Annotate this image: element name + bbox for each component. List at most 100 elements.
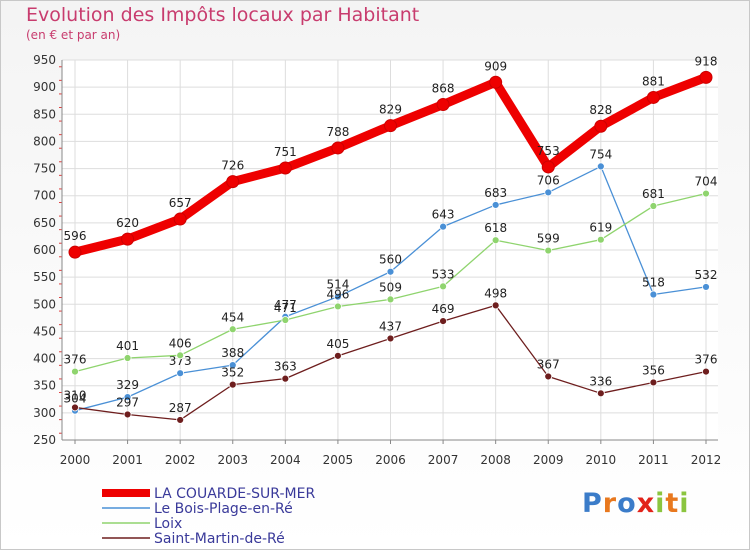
data-point-saint-martin-de-r: [334, 351, 342, 360]
data-point-le-bois-plage-en-r: [491, 201, 500, 209]
data-label-loix: 533: [432, 267, 455, 281]
data-label-loix: 681: [642, 187, 665, 201]
data-point-le-bois-plage-en-r: [176, 369, 185, 378]
data-label-la-couarde-sur-mer: 828: [589, 103, 612, 117]
data-point-la-couarde-sur-mer: [699, 70, 713, 84]
x-tick-label: 2008: [480, 453, 511, 467]
data-point-loix: [228, 325, 237, 334]
data-point-la-couarde-sur-mer: [541, 160, 555, 174]
data-point-le-bois-plage-en-r: [702, 283, 710, 291]
brand-letter: i: [655, 488, 666, 519]
data-point-saint-martin-de-r: [702, 367, 710, 376]
data-label-le-bois-plage-en-r: 683: [484, 186, 507, 200]
brand-letter: x: [636, 488, 656, 519]
data-label-saint-martin-de-r: 310: [64, 388, 87, 402]
data-label-le-bois-plage-en-r: 706: [537, 173, 560, 187]
data-label-la-couarde-sur-mer: 829: [379, 103, 402, 117]
data-point-la-couarde-sur-mer: [173, 212, 187, 226]
y-tick-label: 750: [33, 162, 56, 176]
y-tick-label: 350: [33, 379, 56, 393]
data-label-le-bois-plage-en-r: 514: [326, 278, 349, 292]
data-point-loix: [649, 202, 658, 210]
x-tick-label: 2000: [60, 453, 91, 467]
data-point-loix: [334, 302, 342, 311]
data-point-loix: [596, 235, 605, 244]
data-label-saint-martin-de-r: 498: [484, 286, 507, 300]
data-label-le-bois-plage-en-r: 329: [116, 378, 139, 392]
data-point-saint-martin-de-r: [649, 378, 658, 387]
data-label-loix: 454: [221, 310, 244, 324]
x-tick-label: 2009: [533, 453, 564, 467]
data-point-le-bois-plage-en-r: [123, 393, 132, 402]
data-point-la-couarde-sur-mer: [489, 75, 503, 89]
data-label-la-couarde-sur-mer: 753: [537, 144, 560, 158]
y-tick-label: 650: [33, 216, 56, 230]
y-tick-label: 550: [33, 270, 56, 284]
data-point-saint-martin-de-r: [281, 374, 290, 383]
data-label-la-couarde-sur-mer: 596: [64, 229, 87, 243]
data-label-saint-martin-de-r: 352: [221, 366, 244, 380]
y-tick-label: 850: [33, 107, 56, 121]
legend-label-la-couarde-sur-mer: LA COUARDE-SUR-MER: [154, 486, 315, 502]
data-point-loix: [702, 189, 710, 198]
data-label-la-couarde-sur-mer: 868: [432, 82, 455, 96]
data-label-la-couarde-sur-mer: 909: [484, 59, 507, 73]
y-tick-label: 950: [33, 53, 56, 67]
data-label-saint-martin-de-r: 469: [432, 302, 455, 316]
data-label-loix: 376: [64, 353, 87, 367]
data-point-loix: [491, 236, 500, 245]
data-label-loix: 599: [537, 232, 560, 246]
x-tick-label: 2004: [270, 453, 301, 467]
x-tick-label: 2005: [323, 453, 354, 467]
data-point-loix: [439, 282, 447, 291]
data-label-la-couarde-sur-mer: 657: [169, 196, 192, 210]
x-tick-label: 2002: [165, 453, 196, 467]
y-tick-label: 450: [33, 324, 56, 338]
data-point-saint-martin-de-r: [491, 301, 500, 310]
brand-letter: i: [679, 488, 690, 519]
data-label-la-couarde-sur-mer: 881: [642, 74, 665, 88]
data-point-la-couarde-sur-mer: [594, 119, 608, 133]
data-label-loix: 406: [169, 336, 192, 350]
brand-letter: t: [665, 488, 680, 519]
data-point-saint-martin-de-r: [439, 317, 447, 326]
y-tick-label: 400: [33, 352, 56, 366]
data-label-saint-martin-de-r: 363: [274, 360, 297, 374]
brand-letter: o: [617, 488, 637, 519]
data-point-la-couarde-sur-mer: [384, 119, 397, 133]
data-point-loix: [71, 367, 79, 376]
y-tick-label: 500: [33, 297, 56, 311]
data-point-saint-martin-de-r: [544, 372, 553, 381]
data-point-saint-martin-de-r: [176, 416, 185, 424]
proxiti-logo: Proxiti: [582, 488, 690, 519]
data-point-loix: [386, 295, 395, 304]
data-point-saint-martin-de-r: [596, 389, 605, 398]
x-tick-label: 2006: [375, 453, 406, 467]
data-label-saint-martin-de-r: 367: [537, 357, 560, 371]
data-label-le-bois-plage-en-r: 643: [432, 208, 455, 222]
data-point-le-bois-plage-en-r: [649, 290, 658, 299]
data-point-loix: [544, 246, 553, 255]
data-label-loix: 619: [589, 221, 612, 235]
y-tick-label: 700: [33, 189, 56, 203]
data-point-le-bois-plage-en-r: [334, 292, 342, 301]
data-point-la-couarde-sur-mer: [436, 98, 450, 112]
data-label-le-bois-plage-en-r: 518: [642, 276, 665, 290]
data-point-la-couarde-sur-mer: [646, 90, 660, 104]
data-point-la-couarde-sur-mer: [121, 232, 135, 246]
x-tick-label: 2007: [428, 453, 459, 467]
data-point-loix: [123, 354, 132, 362]
data-label-le-bois-plage-en-r: 373: [169, 354, 192, 368]
x-tick-label: 2010: [586, 453, 617, 467]
data-label-le-bois-plage-en-r: 560: [379, 253, 402, 267]
data-point-le-bois-plage-en-r: [386, 267, 395, 276]
data-label-saint-martin-de-r: 405: [326, 337, 349, 351]
data-label-le-bois-plage-en-r: 304: [64, 392, 87, 406]
data-point-saint-martin-de-r: [123, 410, 132, 419]
legend-label-loix: Loix: [154, 516, 182, 532]
data-label-saint-martin-de-r: 376: [695, 353, 718, 367]
y-tick-label: 600: [33, 243, 56, 257]
data-point-la-couarde-sur-mer: [278, 161, 292, 175]
data-label-le-bois-plage-en-r: 388: [221, 346, 244, 360]
